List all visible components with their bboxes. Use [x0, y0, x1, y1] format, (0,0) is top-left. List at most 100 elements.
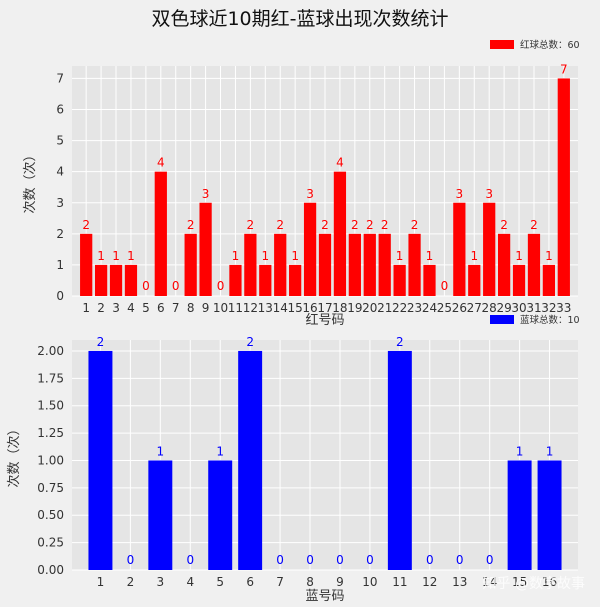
bar-value-label: 2 [187, 218, 195, 232]
bar [387, 350, 412, 570]
bar [512, 264, 526, 296]
x-tick-label: 25 [437, 301, 452, 315]
x-tick-label: 30 [511, 301, 526, 315]
bar [88, 350, 113, 570]
bar-value-label: 1 [515, 249, 523, 263]
legend-label: 红球总数：60 [520, 39, 580, 51]
x-tick-label: 5 [216, 575, 224, 589]
x-axis-label: 红号码 [305, 312, 344, 328]
bar-value-label: 1 [112, 249, 120, 263]
y-tick-label: 0.75 [37, 481, 64, 495]
bar [497, 233, 511, 296]
x-tick-label: 5 [142, 301, 150, 315]
bar [229, 264, 242, 296]
bar [289, 264, 302, 296]
y-axis-label: 次数（次） [22, 148, 38, 213]
bar-value-label: 3 [306, 187, 314, 201]
bar-value-label: 2 [500, 218, 508, 232]
x-tick-label: 10 [362, 575, 377, 589]
bar-value-label: 0 [426, 553, 434, 567]
bar-value-label: 1 [516, 444, 524, 458]
x-tick-label: 23 [407, 301, 422, 315]
bar [408, 233, 421, 296]
x-tick-label: 17 [317, 301, 332, 315]
plot-area [72, 340, 578, 570]
x-tick-label: 33 [556, 301, 571, 315]
bar-value-label: 0 [127, 553, 135, 567]
legend: 蓝球总数：10 [490, 314, 580, 326]
bar [124, 264, 138, 296]
y-tick-label: 1.25 [37, 426, 64, 440]
legend-swatch [490, 40, 514, 49]
x-tick-label: 9 [336, 575, 344, 589]
bar-value-label: 2 [82, 218, 90, 232]
bar [318, 233, 332, 296]
bar [393, 264, 406, 296]
bar-value-label: 2 [381, 218, 389, 232]
x-tick-label: 8 [187, 301, 195, 315]
x-tick-label: 4 [127, 301, 135, 315]
y-tick-label: 4 [56, 165, 64, 179]
bar-value-label: 0 [456, 553, 464, 567]
bar [109, 264, 123, 296]
bar-value-label: 0 [186, 553, 194, 567]
legend-swatch [490, 315, 514, 324]
bar [423, 264, 436, 296]
y-tick-label: 7 [56, 71, 64, 85]
bar-value-label: 0 [336, 553, 344, 567]
x-tick-label: 15 [512, 575, 527, 589]
legend-label: 蓝球总数：10 [520, 314, 580, 326]
bar-value-label: 1 [157, 444, 165, 458]
bar-value-label: 3 [456, 187, 464, 201]
chart-title: 双色球近10期红-蓝球出现次数统计 [151, 8, 448, 30]
bar [468, 264, 481, 296]
y-axis-label: 次数（次） [6, 422, 22, 487]
x-tick-label: 21 [377, 301, 392, 315]
x-tick-label: 13 [452, 575, 467, 589]
bar-value-label: 2 [411, 218, 419, 232]
x-tick-label: 19 [347, 301, 362, 315]
x-tick-label: 13 [258, 301, 273, 315]
x-tick-label: 14 [482, 575, 497, 589]
x-tick-label: 8 [306, 575, 314, 589]
y-tick-label: 3 [56, 196, 64, 210]
bar [333, 171, 347, 296]
bar-value-label: 4 [157, 156, 165, 170]
x-tick-label: 31 [526, 301, 541, 315]
x-tick-label: 29 [496, 301, 511, 315]
x-tick-label: 1 [82, 301, 90, 315]
bar-value-label: 0 [142, 279, 150, 293]
bar [363, 233, 376, 296]
x-tick-label: 6 [157, 301, 165, 315]
bar-value-label: 3 [485, 187, 493, 201]
bar [537, 460, 562, 570]
bar [483, 202, 496, 296]
bar-value-label: 2 [530, 218, 538, 232]
x-tick-label: 2 [97, 301, 105, 315]
x-tick-label: 28 [482, 301, 497, 315]
x-tick-label: 12 [243, 301, 258, 315]
bar [80, 233, 93, 296]
bar [208, 460, 233, 570]
y-tick-label: 1 [56, 258, 64, 272]
x-tick-label: 10 [213, 301, 228, 315]
bar-value-label: 2 [351, 218, 359, 232]
bar-value-label: 1 [127, 249, 135, 263]
y-tick-label: 1.00 [37, 453, 64, 467]
bar-value-label: 0 [366, 553, 374, 567]
x-tick-label: 6 [246, 575, 254, 589]
bar-value-label: 2 [276, 218, 284, 232]
x-axis-label: 蓝号码 [305, 589, 344, 604]
y-tick-label: 0.50 [37, 508, 64, 522]
x-tick-label: 2 [127, 575, 135, 589]
y-tick-label: 0.00 [37, 563, 64, 577]
x-tick-label: 18 [332, 301, 347, 315]
bar-value-label: 1 [426, 249, 434, 263]
bar-value-label: 1 [545, 249, 553, 263]
x-tick-label: 9 [202, 301, 210, 315]
y-tick-label: 2 [56, 227, 64, 241]
x-tick-label: 3 [112, 301, 120, 315]
bar [154, 171, 167, 296]
x-tick-label: 4 [186, 575, 194, 589]
